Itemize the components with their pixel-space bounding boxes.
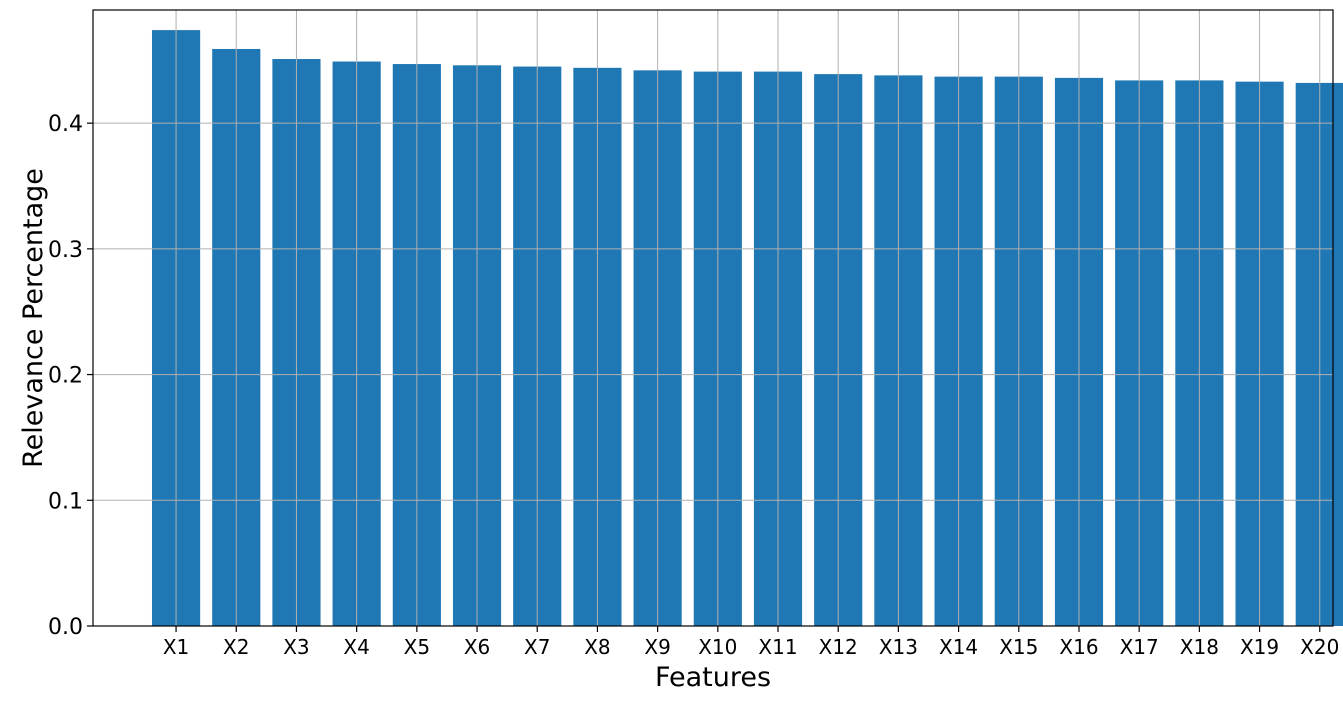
y-axis-label: Relevance Percentage xyxy=(18,168,49,468)
y-axis-ticks: 0.0 0.1 0.2 0.3 0.4 xyxy=(48,112,93,640)
x-tick-label: X14 xyxy=(939,635,978,659)
x-axis-label: Features xyxy=(655,662,771,693)
x-tick-label: X4 xyxy=(343,635,369,659)
x-tick-label: X6 xyxy=(464,635,490,659)
y-tick-label: 0.0 xyxy=(48,615,83,640)
x-tick-label: X11 xyxy=(758,635,797,659)
x-tick-label: X7 xyxy=(524,635,550,659)
y-tick-label: 0.2 xyxy=(48,364,83,389)
bars xyxy=(151,30,1343,627)
y-tick-label: 0.3 xyxy=(48,238,83,263)
x-tick-label: X19 xyxy=(1240,635,1279,659)
x-tick-label: X5 xyxy=(404,635,430,659)
y-tick-label: 0.1 xyxy=(48,489,83,514)
x-tick-label: X15 xyxy=(999,635,1038,659)
x-tick-label: X18 xyxy=(1180,635,1219,659)
x-tick-label: X2 xyxy=(223,635,249,659)
x-tick-label: X17 xyxy=(1120,635,1159,659)
x-tick-label: X12 xyxy=(819,635,858,659)
x-tick-label: X3 xyxy=(283,635,309,659)
y-tick-label: 0.4 xyxy=(48,112,83,137)
x-tick-label: X20 xyxy=(1300,635,1339,659)
x-tick-label: X10 xyxy=(698,635,737,659)
x-axis-ticks: X1 X2 X3 X4 X5 X6 X7 X8 X9 X10 X11 X12 X13 X14 X15 X16 X… xyxy=(163,626,1339,659)
plot-frame xyxy=(92,9,1334,627)
x-tick-label: X8 xyxy=(584,635,610,659)
x-tick-label: X13 xyxy=(879,635,918,659)
x-tick-label: X1 xyxy=(163,635,189,659)
x-tick-label: X16 xyxy=(1059,635,1098,659)
x-tick-label: X9 xyxy=(644,635,670,659)
